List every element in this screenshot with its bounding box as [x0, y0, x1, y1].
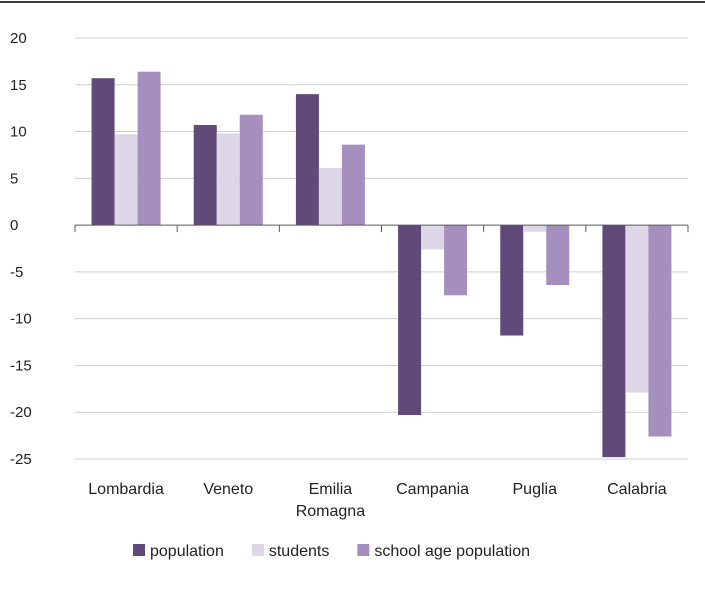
x-tick-label: Calabria [607, 481, 667, 498]
x-tick-label: Campania [396, 481, 469, 498]
gridlines [75, 37, 688, 460]
bar-school-age-population [648, 225, 672, 437]
bar-students [114, 134, 138, 226]
y-tick-label: 0 [10, 217, 18, 234]
legend-label: school age population [374, 543, 530, 560]
bar-school-age-population [341, 144, 365, 226]
legend-swatch [357, 544, 370, 556]
bar-population [193, 125, 217, 226]
legend: population students school age population [133, 543, 530, 560]
y-tick-label: -10 [10, 311, 32, 328]
x-tick-label: Puglia [513, 481, 558, 498]
y-tick-label: 5 [10, 170, 18, 187]
y-tick-label: 15 [10, 77, 27, 94]
bar-school-age-population [444, 225, 468, 296]
bar-students [523, 225, 547, 232]
bar-students [421, 225, 445, 250]
category-labels: Lombardia Veneto Emilia Romagna Campania Pugl… [88, 481, 667, 520]
legend-swatch [133, 544, 145, 556]
y-tick-label: 20 [10, 30, 27, 47]
bar-population [295, 94, 319, 226]
bar-students [216, 133, 240, 226]
bar-school-age-population [546, 225, 570, 285]
legend-label: students [269, 543, 329, 560]
y-tick-label: 10 [10, 124, 27, 141]
y-axis-ticks: 20 15 10 5 0 -5 -10 -15 -20 -25 [10, 30, 32, 468]
x-tick-label: Emilia [309, 481, 353, 498]
bar-population [398, 225, 422, 416]
bar-population [602, 225, 626, 458]
y-tick-label: -20 [10, 404, 32, 421]
bar-students [625, 225, 649, 393]
x-axis [74, 224, 689, 233]
y-tick-label: -5 [10, 264, 23, 281]
y-tick-label: -15 [10, 357, 32, 374]
bar-students [318, 168, 342, 226]
bar-population [500, 225, 524, 336]
x-tick-label: Romagna [296, 503, 365, 520]
bar-population [91, 78, 115, 226]
legend-label: population [150, 543, 224, 560]
legend-swatch [251, 544, 264, 556]
x-tick-label: Lombardia [88, 481, 164, 498]
y-tick-label: -25 [10, 451, 32, 468]
bars [91, 71, 672, 458]
bar-school-age-population [239, 114, 263, 226]
bar-school-age-population [137, 71, 161, 226]
x-tick-label: Veneto [203, 481, 253, 498]
